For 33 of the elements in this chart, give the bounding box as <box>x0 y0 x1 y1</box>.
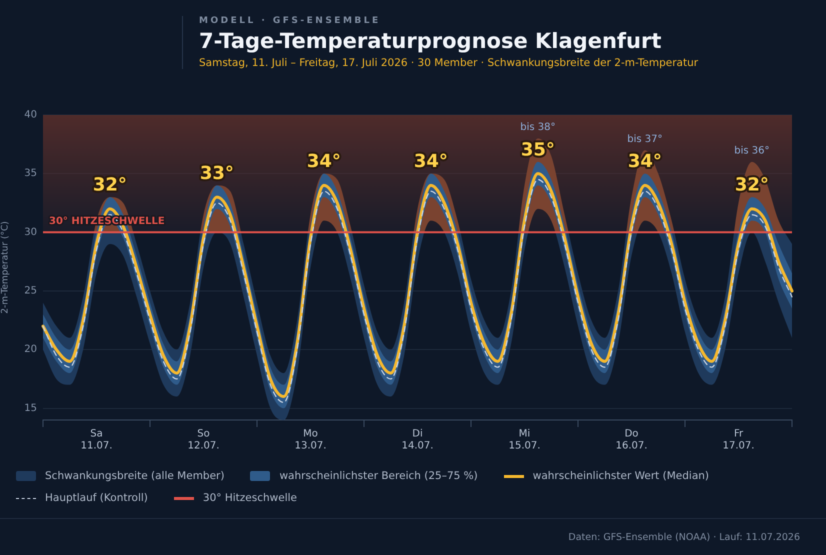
text: bis 36° <box>734 146 770 157</box>
legend-label: wahrscheinlichster Wert (Median) <box>532 470 710 482</box>
data-label: 34° <box>414 151 448 172</box>
text: bis 38° <box>520 122 556 134</box>
y-tick-label: 30 <box>24 226 37 238</box>
data-label: 35° <box>520 139 555 160</box>
x-tick-label: Fr 17.07. <box>722 428 754 452</box>
x-tick-label: Sa 11.07. <box>80 428 112 452</box>
legend-label: Schwankungsbreite (alle Member) <box>45 470 224 482</box>
y-tick-label: 35 <box>24 168 37 180</box>
x-tick-label: Do 16.07. <box>616 428 648 452</box>
x-tick-label: So 12.07. <box>188 428 220 452</box>
data-label: 32° <box>734 174 769 196</box>
y-tick-label: 40 <box>24 110 37 121</box>
legend-label: Hauptlauf (Kontroll) <box>45 492 148 504</box>
text: MODELL · GFS-ENSEMBLE <box>199 16 382 26</box>
data-label: 34° <box>306 151 341 172</box>
text: 30° Hitzeschwelle <box>202 492 297 504</box>
data-label: 32° <box>92 174 127 196</box>
y-tick-label: 15 <box>24 402 37 414</box>
data-label: 34° <box>628 151 662 172</box>
chart-subtitle: Samstag, 11. Juli – Freitag, 17. Juli 2026 · 30 Member · Schwankungsbreite der 2-m-Temperatur <box>199 57 698 69</box>
y-tick-label: 20 <box>24 344 37 356</box>
chart-title: 7-Tage-Temperaturprognose Klagenfurt <box>199 29 662 53</box>
y-tick-label: 25 <box>24 286 37 297</box>
text: Daten: GFS-Ensemble (NOAA) · Lauf: 11.07.2026 <box>568 532 800 543</box>
text: bis 37° <box>627 134 662 145</box>
legend-label: wahrscheinlichster Bereich (25–75 %) <box>279 470 478 482</box>
x-tick-label: Di 14.07. <box>402 428 434 452</box>
x-tick-label: Mi 15.07. <box>508 428 540 452</box>
data-label: 33° <box>200 162 234 184</box>
x-tick-label: Mo 13.07. <box>294 428 326 452</box>
y-axis-title: 2-m-Temperatur (°C) <box>0 221 11 314</box>
